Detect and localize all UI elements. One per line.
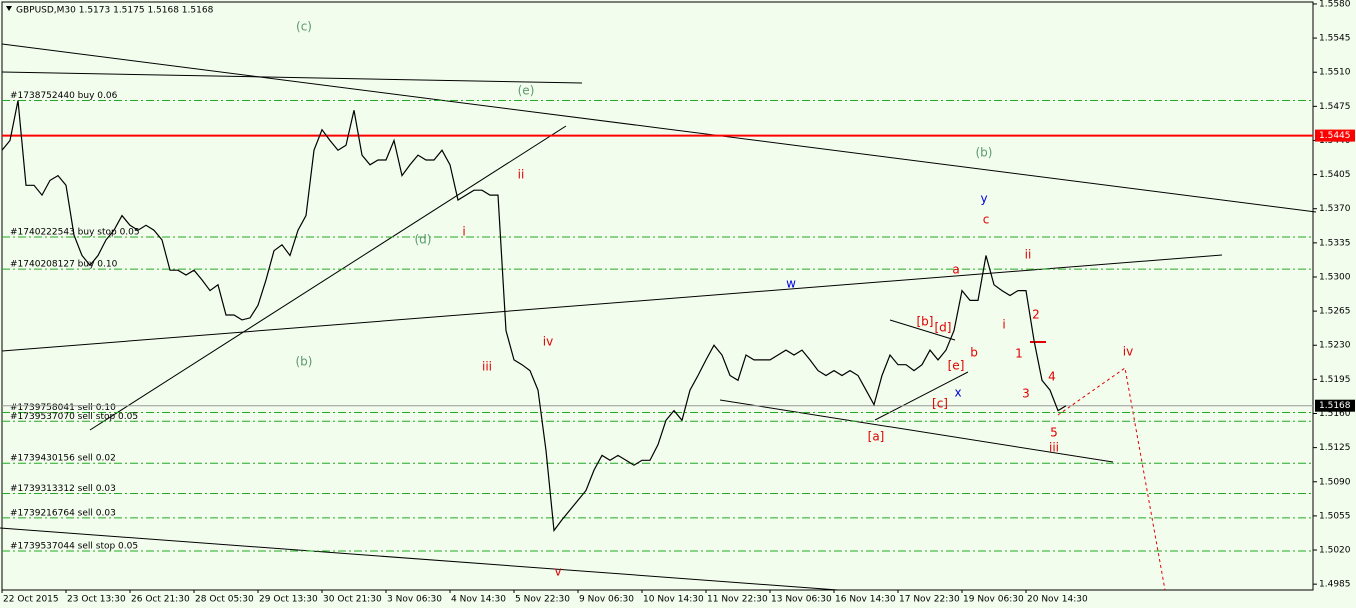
order-label: #1739313312 sell 0.03 [10, 484, 116, 494]
order-label: #1740208127 buy 0.10 [10, 260, 118, 270]
trend-line [874, 371, 969, 421]
wave-label: (d) [415, 233, 432, 247]
wave-label: 1 [1015, 347, 1023, 361]
wave-label: (c) [296, 20, 312, 34]
wave-label: ii [1025, 248, 1032, 262]
chart-title: GBPUSD,M30 1.5173 1.5175 1.5168 1.5168 [16, 6, 214, 16]
level-tag [1315, 129, 1355, 142]
trend-lines [0, 43, 1317, 591]
x-tick-label: 22 Oct 2015 [3, 595, 59, 605]
trend-line [889, 319, 956, 341]
trend-line [1, 71, 583, 84]
bid-label: 1.5168 [1319, 401, 1351, 411]
y-tick-label: 1.5510 [1319, 68, 1351, 78]
wave-label: ii [518, 168, 525, 182]
price-line [1, 100, 1067, 533]
trend-line [719, 399, 1114, 463]
wave-label: [a] [868, 430, 885, 444]
order-label: #1739758041 sell 0.10 [10, 403, 116, 413]
y-tick-label: 1.5370 [1319, 204, 1351, 214]
x-tick-label: 30 Oct 21:30 [323, 595, 382, 605]
x-tick-label: 23 Oct 13:30 [67, 595, 126, 605]
bid-tag [1315, 399, 1355, 412]
wave-label: 5 [1050, 426, 1058, 440]
order-label: #1738752440 buy 0.06 [10, 91, 118, 101]
y-tick-label: 1.5300 [1319, 272, 1351, 282]
trend-line [0, 527, 839, 591]
y-tick-label: 1.5125 [1319, 443, 1351, 453]
y-tick-label: 1.5405 [1319, 170, 1351, 180]
x-tick-label: 3 Nov 06:30 [387, 595, 442, 605]
wave-label: b [970, 346, 978, 360]
wave-label: (b) [976, 146, 993, 160]
wave-label: [d] [935, 321, 952, 335]
wave-label: i [462, 225, 465, 239]
x-tick-label: 17 Nov 22:30 [899, 595, 960, 605]
wave-label: 4 [1048, 370, 1056, 384]
wave-label: 3 [1022, 387, 1030, 401]
plot-frame [1, 1, 1314, 591]
x-tick-label: 9 Nov 06:30 [579, 595, 634, 605]
y-tick-label: 1.5090 [1319, 477, 1351, 487]
y-tick-label: 1.5335 [1319, 238, 1351, 248]
wave-label: i [1002, 318, 1005, 332]
x-tick-label: 19 Nov 06:30 [963, 595, 1024, 605]
trend-line [1, 43, 1317, 213]
wave-label: v [554, 565, 561, 579]
x-tick-label: 10 Nov 14:30 [643, 595, 704, 605]
wave-label: (e) [518, 84, 535, 98]
order-label: #1739537070 sell stop 0.05 [10, 412, 138, 422]
trend-line [1, 254, 1223, 352]
wave-label: iii [1049, 441, 1059, 455]
y-tick-label: 1.5160 [1319, 409, 1351, 419]
level-label: 1.5445 [1319, 131, 1351, 141]
x-tick-label: 5 Nov 22:30 [515, 595, 570, 605]
wave-label: (b) [296, 355, 313, 369]
y-tick-label: 1.5020 [1319, 546, 1351, 556]
x-tick-label: 20 Nov 14:30 [1027, 595, 1088, 605]
wave-label: w [786, 277, 796, 291]
wave-label: iii [482, 360, 492, 374]
wave-label: [e] [948, 359, 965, 373]
y-tick-label: 1.5195 [1319, 375, 1351, 385]
x-tick-label: 11 Nov 22:30 [707, 595, 768, 605]
order-label: #1739216764 sell 0.03 [10, 508, 116, 518]
y-tick-label: 1.5580 [1319, 0, 1351, 9]
title-icon [6, 6, 12, 11]
x-tick-label: 28 Oct 05:30 [195, 595, 254, 605]
order-label: #1739537044 sell stop 0.05 [10, 541, 138, 551]
order-label: #1739430156 sell 0.02 [10, 454, 116, 464]
x-tick-label: 4 Nov 14:30 [451, 595, 506, 605]
wave-label: [c] [932, 397, 948, 411]
wave-label: iv [543, 335, 553, 349]
wave-label: 2 [1032, 308, 1040, 322]
y-tick-label: 1.5265 [1319, 307, 1351, 317]
wave-label: iv [1123, 345, 1133, 359]
y-tick-label: 1.5230 [1319, 341, 1351, 351]
x-tick-label: 13 Nov 06:30 [771, 595, 832, 605]
y-tick-label: 1.5055 [1319, 511, 1351, 521]
x-tick-label: 26 Oct 21:30 [131, 595, 190, 605]
trend-line [89, 125, 567, 431]
wave-label: a [952, 263, 959, 277]
wave-label: c [983, 213, 990, 227]
y-tick-label: 1.4985 [1319, 580, 1351, 590]
wave-label: [b] [917, 315, 934, 329]
wave-label: x [954, 386, 961, 400]
y-tick-label: 1.5475 [1319, 102, 1351, 112]
x-tick-label: 16 Nov 14:30 [835, 595, 896, 605]
y-tick-label: 1.5545 [1319, 34, 1351, 44]
x-tick-label: 29 Oct 13:30 [259, 595, 318, 605]
order-label: #1740222543 buy stop 0.05 [10, 228, 140, 238]
wave-label: y [980, 192, 987, 206]
